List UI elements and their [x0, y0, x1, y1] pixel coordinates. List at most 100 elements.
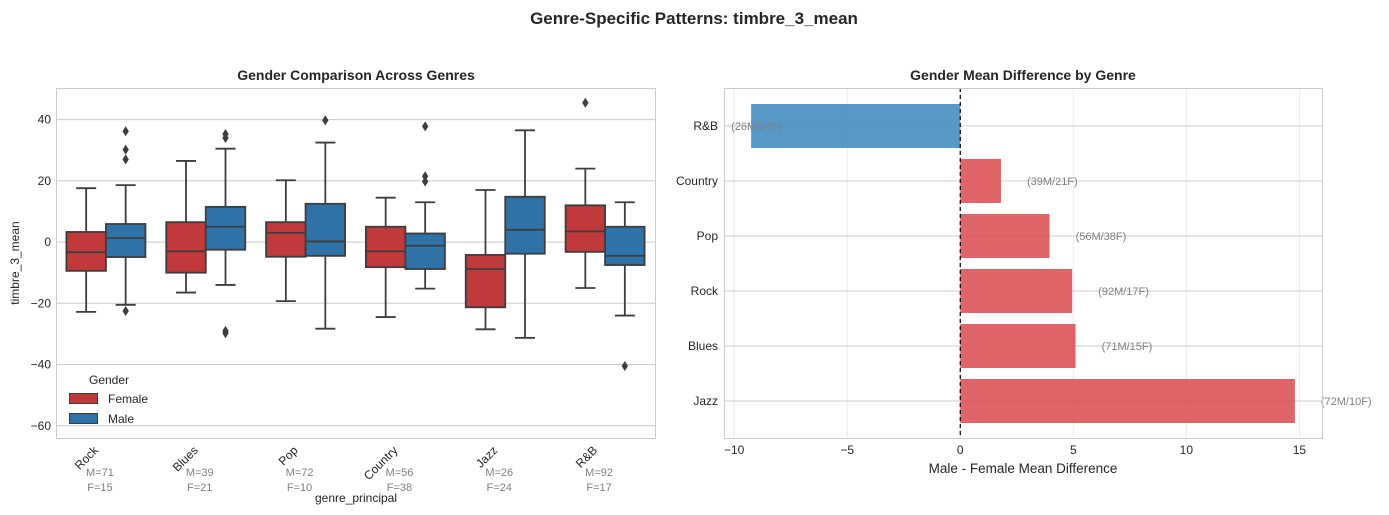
box-iqr: [204, 205, 247, 251]
box-outlier: [322, 115, 329, 126]
boxplot-y-tick-label: −20: [31, 296, 52, 310]
box-iqr: [365, 225, 407, 269]
count-label-male: M=56: [386, 467, 414, 479]
box-iqr: [604, 225, 646, 266]
boxplot-frame: [56, 88, 656, 439]
box-iqr: [464, 254, 507, 309]
boxplot-title: Gender Comparison Across Genres: [237, 67, 475, 83]
box-outlier: [222, 132, 229, 143]
boxplot-x-axis-label: genre_principal: [315, 491, 397, 505]
legend-swatch-male: [69, 413, 98, 424]
bar-x-tick-label: −5: [840, 443, 854, 457]
box-iqr: [304, 202, 346, 257]
bar-frame: [724, 88, 1323, 439]
box-outlier: [122, 154, 129, 165]
box-female: [564, 97, 606, 289]
count-label-female: F=15: [87, 482, 112, 494]
bar-count-annotation: (71M/15F): [1102, 341, 1153, 353]
bar-y-tick-label: R&B: [693, 119, 718, 133]
boxplot-panel: Gender Comparison Across Genres 40 20 0 −20…: [8, 67, 656, 505]
legend-label-female: Female: [108, 392, 148, 406]
box-female: [165, 160, 207, 294]
bar-rock: [960, 269, 1073, 313]
bar-x-ticks: −10 −5 0 5 10 15: [724, 443, 1306, 457]
bar-country: [960, 159, 1001, 203]
bar-count-annotation: (72M/10F): [1321, 396, 1372, 408]
box-male: [204, 129, 247, 339]
figure-suptitle: Genre-Specific Patterns: timbre_3_mean: [530, 9, 858, 28]
box-outlier: [621, 361, 629, 372]
bar-rb: [751, 104, 961, 148]
count-label-female: F=24: [487, 482, 512, 494]
boxplot-y-ticks: 40 20 0 −20 −40 −60: [31, 113, 52, 433]
box-outlier: [222, 328, 229, 339]
bar-x-tick-label: −10: [724, 443, 745, 457]
count-label-female: F=21: [187, 482, 212, 494]
boxplot-y-tick-label: −40: [31, 358, 52, 372]
box-iqr: [105, 223, 147, 258]
boxplot-y-tick-label: −60: [31, 419, 52, 433]
box-outlier: [421, 176, 429, 187]
count-label-female: F=38: [387, 482, 412, 494]
count-label-female: F=10: [287, 482, 312, 494]
count-label-male: M=72: [286, 467, 314, 479]
bar-count-annotation: (92M/17F): [1098, 286, 1149, 298]
bar-x-tick-label: 15: [1293, 443, 1307, 457]
bar-y-tick-label: Rock: [691, 284, 719, 298]
bar-count-annotation: (26M/24F): [731, 121, 782, 133]
count-label-male: M=92: [585, 467, 613, 479]
bar-x-tick-label: 0: [957, 443, 964, 457]
bar-y-ticks: R&B Country Pop Rock Blues Jazz: [676, 119, 719, 408]
box-outlier: [582, 97, 589, 108]
bar-y-tick-label: Jazz: [693, 394, 718, 408]
box-female: [365, 196, 407, 318]
box-male: [304, 115, 346, 330]
boxplot-y-tick-label: 20: [38, 174, 52, 188]
box-outlier: [421, 171, 429, 182]
boxplot-y-axis-label: timbre_3_mean: [8, 221, 22, 304]
box-iqr: [404, 232, 446, 270]
box-male: [604, 201, 646, 372]
legend-title: Gender: [89, 373, 129, 387]
bar-pop: [960, 214, 1050, 258]
legend-label-male: Male: [108, 412, 134, 426]
box-iqr: [265, 221, 307, 258]
box-outlier: [122, 126, 129, 137]
box-outlier: [421, 121, 429, 132]
box-female: [65, 187, 107, 313]
legend: Gender Female Male: [69, 373, 148, 426]
legend-swatch-female: [69, 393, 98, 404]
box-iqr: [165, 221, 207, 274]
boxplot-boxes: [65, 97, 646, 372]
bar-bars: [751, 104, 1295, 423]
boxplot-y-tick-label: 40: [38, 113, 52, 127]
bar-annotations: (26M/24F) (39M/21F) (56M/38F) (92M/17F) (71M…: [731, 121, 1371, 408]
box-male: [404, 121, 446, 290]
box-female: [464, 189, 507, 331]
box-male: [105, 126, 147, 316]
bar-x-tick-label: 5: [1070, 443, 1077, 457]
box-iqr: [564, 204, 606, 253]
bar-title: Gender Mean Difference by Genre: [910, 67, 1136, 83]
box-outlier: [122, 305, 129, 316]
count-label-female: F=17: [586, 482, 611, 494]
count-label-male: M=26: [485, 467, 513, 479]
bar-x-axis-label: Male - Female Mean Difference: [929, 461, 1118, 476]
bar-y-tick-label: Blues: [688, 339, 718, 353]
bar-y-tick-label: Pop: [697, 229, 719, 243]
count-label-male: M=71: [86, 467, 114, 479]
bar-y-tick-label: Country: [676, 174, 718, 188]
bar-x-tick-label: 10: [1180, 443, 1194, 457]
bar-blues: [960, 324, 1076, 368]
bar-panel: Gender Mean Difference by Genre (26M/24F…: [676, 67, 1372, 476]
box-female: [265, 179, 307, 303]
box-iqr: [504, 195, 546, 255]
bar-count-annotation: (56M/38F): [1076, 231, 1127, 243]
boxplot-x-ticks: RockM=71F=15BluesM=39F=21PopM=72F=10Coun…: [72, 443, 613, 494]
boxplot-y-tick-label: 0: [44, 235, 51, 249]
box-male: [504, 129, 546, 339]
bar-count-annotation: (39M/21F): [1027, 176, 1078, 188]
count-label-male: M=39: [186, 467, 214, 479]
boxplot-gridlines: [56, 119, 655, 427]
